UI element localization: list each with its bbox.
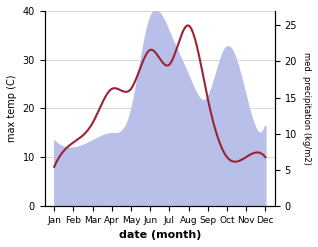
- Y-axis label: max temp (C): max temp (C): [7, 75, 17, 142]
- X-axis label: date (month): date (month): [119, 230, 201, 240]
- Y-axis label: med. precipitation (kg/m2): med. precipitation (kg/m2): [302, 52, 311, 165]
